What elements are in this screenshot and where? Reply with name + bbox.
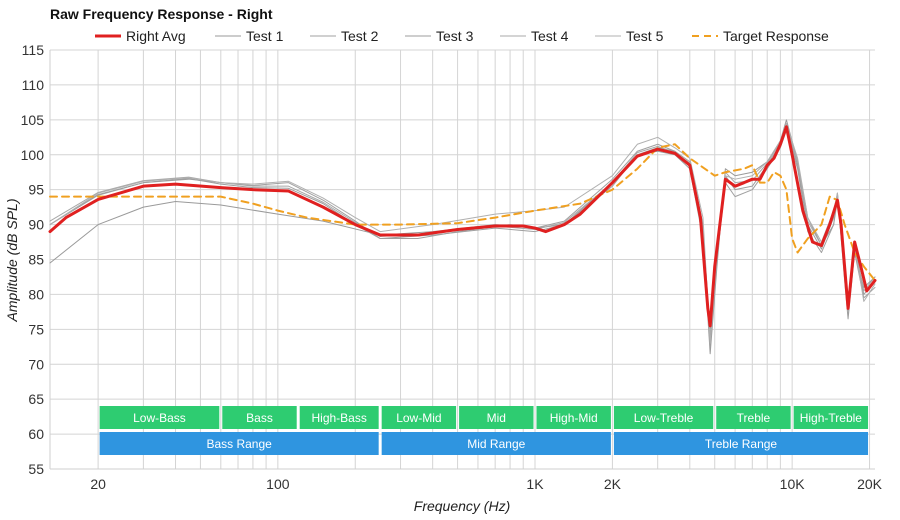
y-tick-label: 80 <box>28 286 44 302</box>
x-tick-label: 10K <box>780 476 806 492</box>
y-tick-label: 115 <box>22 42 45 58</box>
x-axis-label: Frequency (Hz) <box>414 498 510 514</box>
x-tick-label: 1K <box>526 476 544 492</box>
band-high-mid: High-Mid <box>536 406 611 429</box>
band-bar <box>99 406 220 429</box>
band-label: Treble Range <box>705 437 778 451</box>
band-bar <box>222 406 297 429</box>
band-label: Mid <box>487 411 506 425</box>
legend-item-test-1: Test 1 <box>215 28 284 44</box>
legend-label: Right Avg <box>126 28 186 44</box>
band-low-treble: Low-Treble <box>613 406 714 429</box>
legend-label: Test 3 <box>436 28 474 44</box>
band-high-treble: High-Treble <box>793 406 869 429</box>
band-bar <box>99 432 379 455</box>
band-label: Low-Bass <box>133 411 186 425</box>
series-line-test-2 <box>49 129 876 348</box>
y-tick-label: 65 <box>28 391 44 407</box>
series-lines <box>48 119 877 355</box>
band-label: Bass Range <box>206 437 272 451</box>
series-line-right-avg <box>48 125 877 328</box>
band-label: Mid Range <box>467 437 525 451</box>
band-treble-range: Treble Range <box>613 432 869 455</box>
grid <box>49 49 875 470</box>
band-bar <box>613 406 714 429</box>
band-bar <box>299 406 379 429</box>
legend-item-right-avg: Right Avg <box>95 28 186 44</box>
legend: Right Avg Test 1 Test 2 Test 3 Test 4 Test 5 T… <box>95 28 829 44</box>
band-label: Treble <box>737 411 771 425</box>
y-tick-label: 85 <box>28 252 44 268</box>
x-tick-label: 20K <box>857 476 883 492</box>
band-bar <box>793 406 869 429</box>
y-tick-label: 105 <box>21 112 45 128</box>
band-bar <box>381 406 457 429</box>
band-bar <box>459 406 534 429</box>
y-tick-label: 90 <box>28 217 44 233</box>
legend-label: Test 4 <box>531 28 569 44</box>
x-tick-label: 2K <box>604 476 622 492</box>
legend-label: Test 1 <box>246 28 284 44</box>
band-low-mid: Low-Mid <box>381 406 457 429</box>
axes: 55 60 65 70 75 80 85 90 95 100 105 110 115 20 100 1K 2K 1… <box>21 42 883 492</box>
band-bar <box>716 406 791 429</box>
y-axis-label: Amplitude (dB SPL) <box>4 199 20 323</box>
legend-label: Test 2 <box>341 28 379 44</box>
legend-item-target-response: Target Response <box>692 28 829 44</box>
y-tick-label: 95 <box>28 182 44 198</box>
y-tick-label: 70 <box>28 356 44 372</box>
legend-label: Target Response <box>723 28 829 44</box>
legend-item-test-3: Test 3 <box>405 28 474 44</box>
band-label: Low-Treble <box>634 411 694 425</box>
y-tick-label: 100 <box>21 147 45 163</box>
y-tick-label: 55 <box>28 461 44 477</box>
band-label: Low-Mid <box>396 411 441 425</box>
band-label: High-Treble <box>800 411 863 425</box>
series-line-target-response <box>49 143 876 282</box>
y-tick-label: 75 <box>28 321 44 337</box>
band-treble: Treble <box>716 406 791 429</box>
legend-item-test-5: Test 5 <box>595 28 664 44</box>
band-label: High-Mid <box>550 411 598 425</box>
band-mid: Mid <box>459 406 534 429</box>
band-bar <box>381 432 611 455</box>
y-tick-label: 60 <box>28 426 44 442</box>
chart-title: Raw Frequency Response - Right <box>50 6 273 22</box>
band-bar <box>536 406 611 429</box>
x-tick-label: 100 <box>266 476 290 492</box>
x-tick-label: 20 <box>90 476 106 492</box>
y-tick-label: 110 <box>22 77 45 93</box>
legend-item-test-4: Test 4 <box>500 28 569 44</box>
band-bar <box>613 432 869 455</box>
band-high-bass: High-Bass <box>299 406 379 429</box>
band-bass-range: Bass Range <box>99 432 379 455</box>
band-label: High-Bass <box>312 411 367 425</box>
frequency-bands: Low-Bass Bass High-Bass Low-Mid Mid High-Mid L… <box>99 406 869 455</box>
band-low-bass: Low-Bass <box>99 406 220 429</box>
series-line-test-3 <box>49 126 876 341</box>
legend-label: Test 5 <box>626 28 664 44</box>
series-line-test-5 <box>49 122 876 344</box>
band-label: Bass <box>246 411 273 425</box>
band-bass: Bass <box>222 406 297 429</box>
band-mid-range: Mid Range <box>381 432 611 455</box>
legend-item-test-2: Test 2 <box>310 28 379 44</box>
